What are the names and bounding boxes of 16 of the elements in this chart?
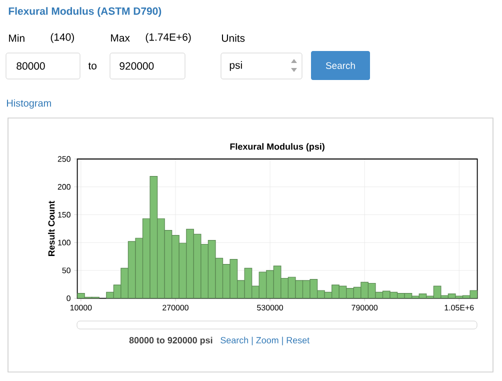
y-axis-title: Result Count (48, 200, 55, 256)
text: 920000 (120, 62, 154, 70)
text: to (88, 62, 96, 70)
text: Search | Zoom | Reset (220, 336, 310, 346)
text: 80000 (16, 62, 45, 70)
text: (140) (50, 33, 74, 43)
text: 80000 to 920000 psi (129, 336, 212, 346)
text: psi (230, 61, 242, 71)
text: Units (222, 34, 245, 42)
text: (1.74E+6) (146, 33, 191, 43)
chart-title: Flexural Modulus (psi) (230, 143, 324, 152)
text: Min (9, 34, 24, 42)
text: Search (326, 62, 355, 69)
text: Histogram (7, 99, 51, 109)
text: Max (111, 34, 130, 42)
text: Flexural Modulus (ASTM D790) (8, 7, 162, 17)
